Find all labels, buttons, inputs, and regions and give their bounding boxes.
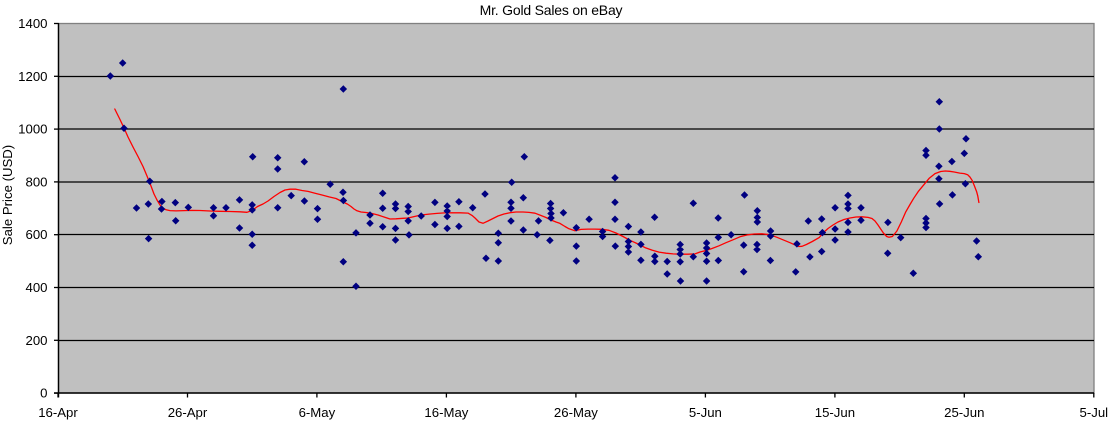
svg-text:15-Jun: 15-Jun — [815, 405, 855, 420]
svg-text:200: 200 — [25, 333, 47, 348]
svg-text:0: 0 — [40, 386, 47, 401]
svg-text:800: 800 — [25, 174, 47, 189]
svg-text:Mr. Gold Sales on eBay: Mr. Gold Sales on eBay — [480, 2, 623, 18]
svg-text:1200: 1200 — [18, 69, 47, 84]
svg-text:Sale Price (USD): Sale Price (USD) — [0, 145, 15, 245]
svg-text:1000: 1000 — [18, 122, 47, 137]
svg-text:5-Jun: 5-Jun — [689, 405, 722, 420]
svg-text:16-May: 16-May — [424, 405, 468, 420]
svg-text:400: 400 — [25, 280, 47, 295]
svg-text:26-May: 26-May — [554, 405, 598, 420]
svg-text:5-Jul: 5-Jul — [1080, 405, 1109, 420]
svg-text:6-May: 6-May — [299, 405, 336, 420]
svg-text:16-Apr: 16-Apr — [38, 405, 78, 420]
svg-text:1400: 1400 — [18, 16, 47, 31]
svg-text:26-Apr: 26-Apr — [168, 405, 208, 420]
svg-text:25-Jun: 25-Jun — [944, 405, 984, 420]
svg-text:600: 600 — [25, 227, 47, 242]
